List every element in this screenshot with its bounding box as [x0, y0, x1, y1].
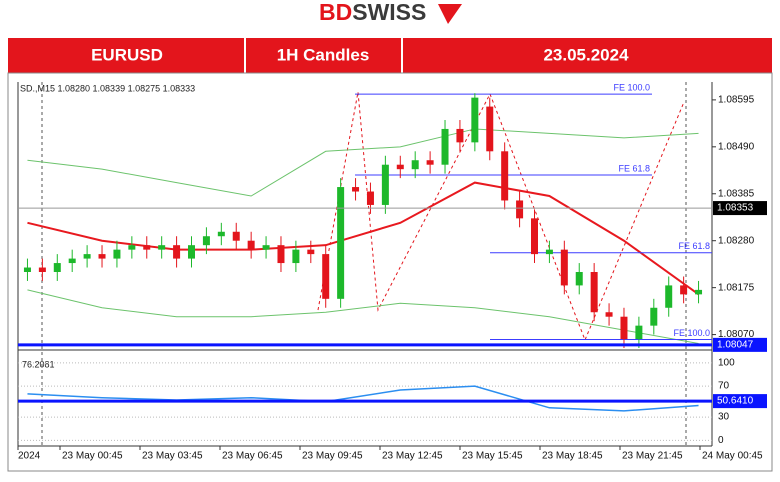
header-bar — [8, 38, 772, 73]
candle-body — [411, 160, 419, 170]
candle-body — [695, 289, 703, 295]
candle-body — [590, 272, 598, 313]
zigzag — [317, 91, 685, 342]
candle-body — [188, 245, 195, 259]
header-cell: EURUSD — [91, 45, 163, 64]
candle-body — [620, 316, 628, 340]
candle-body — [202, 236, 210, 246]
candle-body — [486, 106, 494, 152]
candle-body — [337, 187, 345, 299]
indicator-tick-label: 0 — [718, 435, 724, 446]
time-label: 23 May 21:45 — [622, 451, 683, 462]
candle-body — [381, 164, 389, 205]
logo-part: BD — [319, 0, 352, 25]
time-label: 23 May 00:45 — [62, 451, 123, 462]
candle-body — [277, 245, 285, 264]
indicator-marker-label: 50.6410 — [717, 396, 754, 407]
fibo-label: FE 100.0 — [673, 328, 710, 338]
fibo-label: FE 100.0 — [613, 82, 650, 92]
candle-body — [143, 245, 151, 250]
candle-body — [247, 240, 255, 250]
candle-body — [471, 97, 479, 143]
candle-body — [262, 245, 270, 250]
candle-body — [158, 245, 166, 250]
candle-body — [516, 200, 524, 219]
time-label: 23 May 03:45 — [142, 451, 203, 462]
moving-average — [27, 181, 700, 296]
band-line — [27, 128, 699, 197]
fibo-label: FE 61.8 — [618, 163, 650, 173]
y-tick-label: 1.08490 — [718, 141, 755, 152]
candle-body — [322, 254, 330, 299]
y-tick-label: 1.08070 — [718, 329, 755, 340]
header-cell: 1H Candles — [277, 45, 370, 64]
time-label: 23 May 12:45 — [382, 451, 443, 462]
candle-body — [83, 254, 91, 259]
candle-body — [665, 285, 673, 308]
indicator-marker-box — [713, 394, 767, 409]
indicator-tick-label: 70 — [718, 381, 730, 392]
indicator-tick-label: 30 — [718, 412, 730, 423]
candle-body — [650, 307, 658, 326]
candle-body — [575, 272, 583, 286]
candle-body — [560, 249, 568, 286]
candle-body — [680, 285, 688, 295]
candle-body — [456, 128, 464, 143]
candle-body — [23, 267, 31, 272]
logo-part: SWISS — [352, 0, 426, 25]
time-label: 23 May 09:45 — [302, 451, 363, 462]
candle-body — [501, 151, 509, 201]
candle-body — [366, 191, 374, 205]
y-tick-label: 1.08280 — [718, 235, 755, 246]
price-marker-box — [713, 337, 767, 352]
logo-icon — [438, 4, 462, 24]
indicator-legend: 76.2081 — [22, 359, 55, 369]
logo: BDSWISS — [319, 0, 426, 25]
time-label: 23 May 06:45 — [222, 451, 283, 462]
time-label: 23 May 15:45 — [462, 451, 523, 462]
candle-body — [68, 258, 76, 264]
candle-body — [232, 231, 240, 241]
price-marker-box — [713, 201, 767, 216]
candle-body — [441, 128, 449, 165]
band-line — [27, 289, 699, 345]
candle-body — [98, 254, 106, 259]
chart-frame — [7, 72, 773, 472]
time-label: 2024 — [18, 451, 41, 462]
candle-body — [352, 187, 360, 192]
price-marker-label: 1.08047 — [717, 340, 754, 351]
time-label: 24 May 00:45 — [702, 451, 763, 462]
indicator-tick-label: 100 — [718, 357, 735, 368]
y-tick-label: 1.08385 — [718, 188, 755, 199]
candle-body — [53, 263, 61, 272]
y-tick-label: 1.08595 — [718, 95, 755, 106]
candle-body — [173, 245, 181, 259]
candle-body — [307, 249, 315, 255]
fibo-label: FE 61.8 — [678, 241, 710, 251]
candle-body — [426, 160, 434, 165]
candle-body — [292, 249, 300, 264]
candle-body — [128, 245, 136, 250]
indicator-line — [27, 385, 699, 412]
time-label: 23 May 18:45 — [542, 451, 603, 462]
header-cell: 23.05.2024 — [543, 45, 629, 64]
y-tick-label: 1.08175 — [718, 282, 755, 293]
candle-body — [217, 231, 225, 237]
candle-body — [545, 249, 553, 255]
candle-body — [605, 312, 613, 317]
price-marker-label: 1.08353 — [717, 203, 754, 214]
candle-body — [635, 325, 643, 340]
candle-body — [531, 218, 538, 255]
chart-info: SD.,M15 1.08280 1.08339 1.08275 1.08333 — [20, 83, 195, 93]
candle-body — [38, 267, 46, 272]
candle-body — [113, 249, 121, 259]
candle-body — [396, 164, 404, 170]
